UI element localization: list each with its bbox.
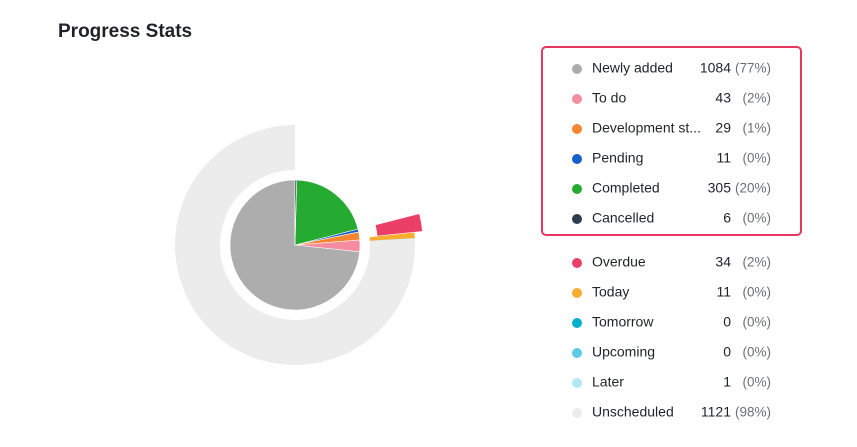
legend-value: 1121 [701, 404, 731, 420]
legend-item: To do 43 (2%) [572, 90, 771, 106]
legend-label: To do [592, 90, 626, 106]
legend-label: Pending [592, 150, 643, 166]
legend-label: Completed [592, 180, 660, 196]
legend-swatch [572, 288, 582, 298]
legend-percent: (0%) [742, 345, 771, 360]
legend-label: Development st... [592, 120, 701, 136]
legend-value: 1 [723, 374, 731, 390]
donut-segment [369, 232, 415, 241]
legend-item: Upcoming 0 (0%) [572, 344, 771, 360]
legend-value: 0 [723, 344, 731, 360]
legend-percent: (0%) [742, 375, 771, 390]
legend-percent: (2%) [742, 91, 771, 106]
widget-title: Progress Stats [58, 21, 192, 42]
legend-value: 0 [723, 314, 731, 330]
legend-percent: (77%) [735, 61, 771, 76]
legend-swatch [572, 378, 582, 388]
legend-value: 34 [715, 254, 731, 270]
legend-value: 11 [716, 284, 731, 300]
legend-value: 6 [723, 210, 731, 226]
legend-swatch [572, 258, 582, 268]
donut-segment [174, 125, 415, 366]
legend-percent: (20%) [735, 181, 771, 196]
legend-swatch [572, 184, 582, 194]
legend-swatch [572, 94, 582, 104]
legend-item: Cancelled 6 (0%) [572, 210, 771, 226]
legend-value: 29 [715, 120, 731, 136]
legend-swatch [572, 64, 582, 74]
legend-percent: (2%) [742, 255, 771, 270]
legend-swatch [572, 214, 582, 224]
legend-item: Tomorrow 0 (0%) [572, 314, 771, 330]
legend-label: Unscheduled [592, 404, 674, 420]
legend-swatch [572, 318, 582, 328]
legend-value: 1084 [700, 60, 731, 76]
legend-label: Later [592, 374, 624, 390]
legend-item: Later 1 (0%) [572, 374, 771, 390]
legend-label: Today [592, 284, 629, 300]
legend-item: Completed 305 (20%) [572, 180, 771, 196]
legend-percent: (1%) [742, 121, 771, 136]
legend-swatch [572, 124, 582, 134]
legend: Newly added 1084 (77%) To do 43 (2%) Developme… [572, 60, 771, 420]
legend-item: Today 11 (0%) [572, 284, 771, 300]
legend-value: 305 [708, 180, 732, 196]
pie-slice [294, 179, 297, 246]
legend-label: Newly added [592, 60, 673, 76]
legend-item: Pending 11 (0%) [572, 150, 771, 166]
legend-label: Tomorrow [592, 314, 654, 330]
legend-swatch [572, 154, 582, 164]
highlight-box [541, 46, 802, 236]
legend-label: Upcoming [592, 344, 655, 360]
donut-segment [369, 238, 415, 242]
legend-value: 11 [716, 150, 731, 166]
legend-label: Overdue [592, 254, 646, 270]
legend-value: 43 [715, 90, 731, 106]
charts [174, 125, 423, 366]
legend-swatch [572, 408, 582, 418]
legend-swatch [572, 348, 582, 358]
legend-item: Overdue 34 (2%) [572, 254, 771, 270]
pie-slice [294, 179, 359, 246]
legend-item: Unscheduled 1121 (98%) [572, 404, 771, 420]
legend-item: Newly added 1084 (77%) [572, 60, 771, 76]
legend-percent: (0%) [742, 315, 771, 330]
legend-percent: (98%) [735, 405, 771, 420]
donut-segment [375, 214, 423, 236]
legend-label: Cancelled [592, 210, 654, 226]
legend-percent: (0%) [742, 211, 771, 226]
legend-percent: (0%) [742, 151, 771, 166]
legend-percent: (0%) [742, 285, 771, 300]
legend-item: Development st... 29 (1%) [572, 120, 771, 136]
